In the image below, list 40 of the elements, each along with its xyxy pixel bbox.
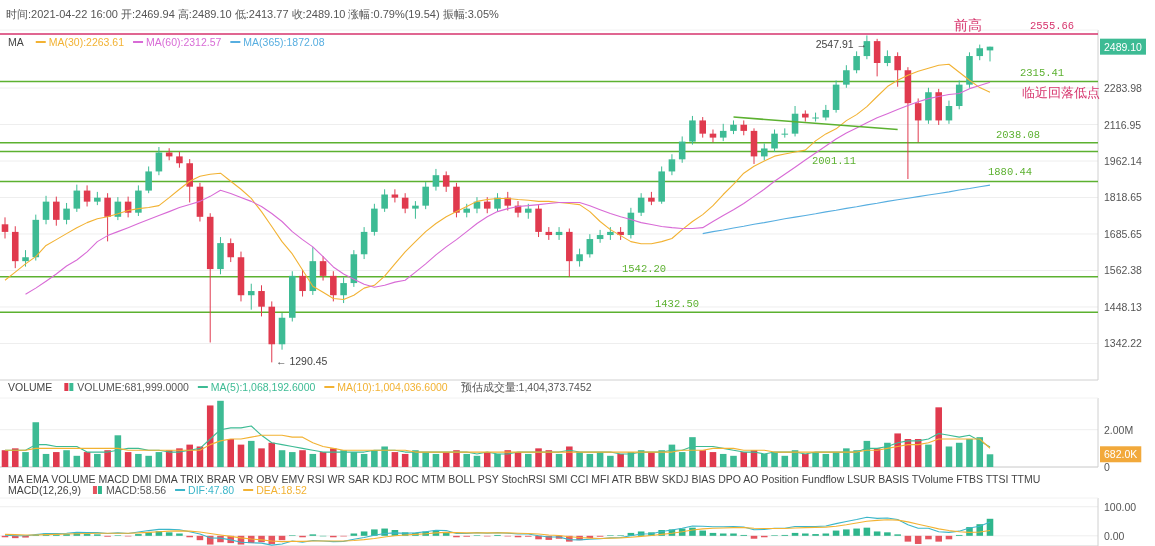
y-tick-label: 0 [1104,461,1110,473]
legend-title: VOLUME [8,381,53,393]
text: 预估成交量:1,404,373.7452 [460,381,592,393]
text: 682.0K [1104,448,1138,461]
y-tick-label: 1818.65 [1104,191,1143,204]
legend-label: MA(365):1872.08 [243,36,325,48]
y-tick-label: 0.00 [1104,529,1125,542]
legend-label: MA(5):1,068,192.6000 [210,381,316,393]
ref-line-label: 1432.50 [655,298,700,311]
text: 临近回落低点 [1022,85,1100,100]
y-tick-label: 2283.98 [1104,82,1143,95]
legend-label: VOLUME:681,999.0000 [77,381,189,393]
annotation: 2547.91 → [815,38,867,50]
y-tick-label: 2.00M [1104,423,1134,436]
legend-label: MA(30):2263.61 [48,36,125,48]
legend-label: DIF:47.80 [188,484,235,496]
ref-line-label: 1880.44 [988,166,1033,179]
ref-line-label: 2555.66 [1030,20,1075,32]
legend-title: MA [8,36,24,48]
annotation: 前高 [954,17,982,33]
legend-label: MA(60):2312.57 [146,36,222,48]
ref-line-label: 2001.11 [812,154,857,167]
text: 2489.10 [1104,40,1143,53]
legend-label: MACD:58.56 [105,484,167,496]
text: 时间:2021-04-22 16:00 开:2469.94 高:2489.10 低:2413.77 收:2489.10 涨幅:0.79%(19.54) 振幅:3.05% [6,8,500,20]
y-tick-label: 1962.14 [1104,155,1143,167]
y-tick-label: 100.00 [1104,500,1137,513]
text: MA EMA VOLUME MACD DMI DMA TRIX BRAR VR OBV EMV RSI WR SAR KDJ ROC MTM BOLL PSY StochRSI SMI CCI MFI ATR BBW SKDJ BIAS DPO AO Position Fundflow LSUR BASIS TVolume FTBS TTSI TTMU [8,473,1041,485]
legend-label: DEA:18.52 [256,484,308,496]
annotation: ← 1290.45 [276,355,328,367]
y-tick-label: 1562.38 [1104,264,1143,277]
y-tick-label: 1685.65 [1104,227,1143,240]
legend-title: MACD(12,26,9) [8,484,81,496]
ref-line-label: 2315.41 [1020,67,1065,80]
ref-line-label: 2038.08 [996,128,1041,141]
legend-label: MA(10):1,004,036.6000 [337,381,448,393]
y-tick-label: 1448.13 [1104,300,1143,313]
y-tick-label: 1342.22 [1104,337,1143,350]
ref-line-label: 1542.20 [622,262,667,275]
y-tick-label: 2116.95 [1104,118,1142,131]
